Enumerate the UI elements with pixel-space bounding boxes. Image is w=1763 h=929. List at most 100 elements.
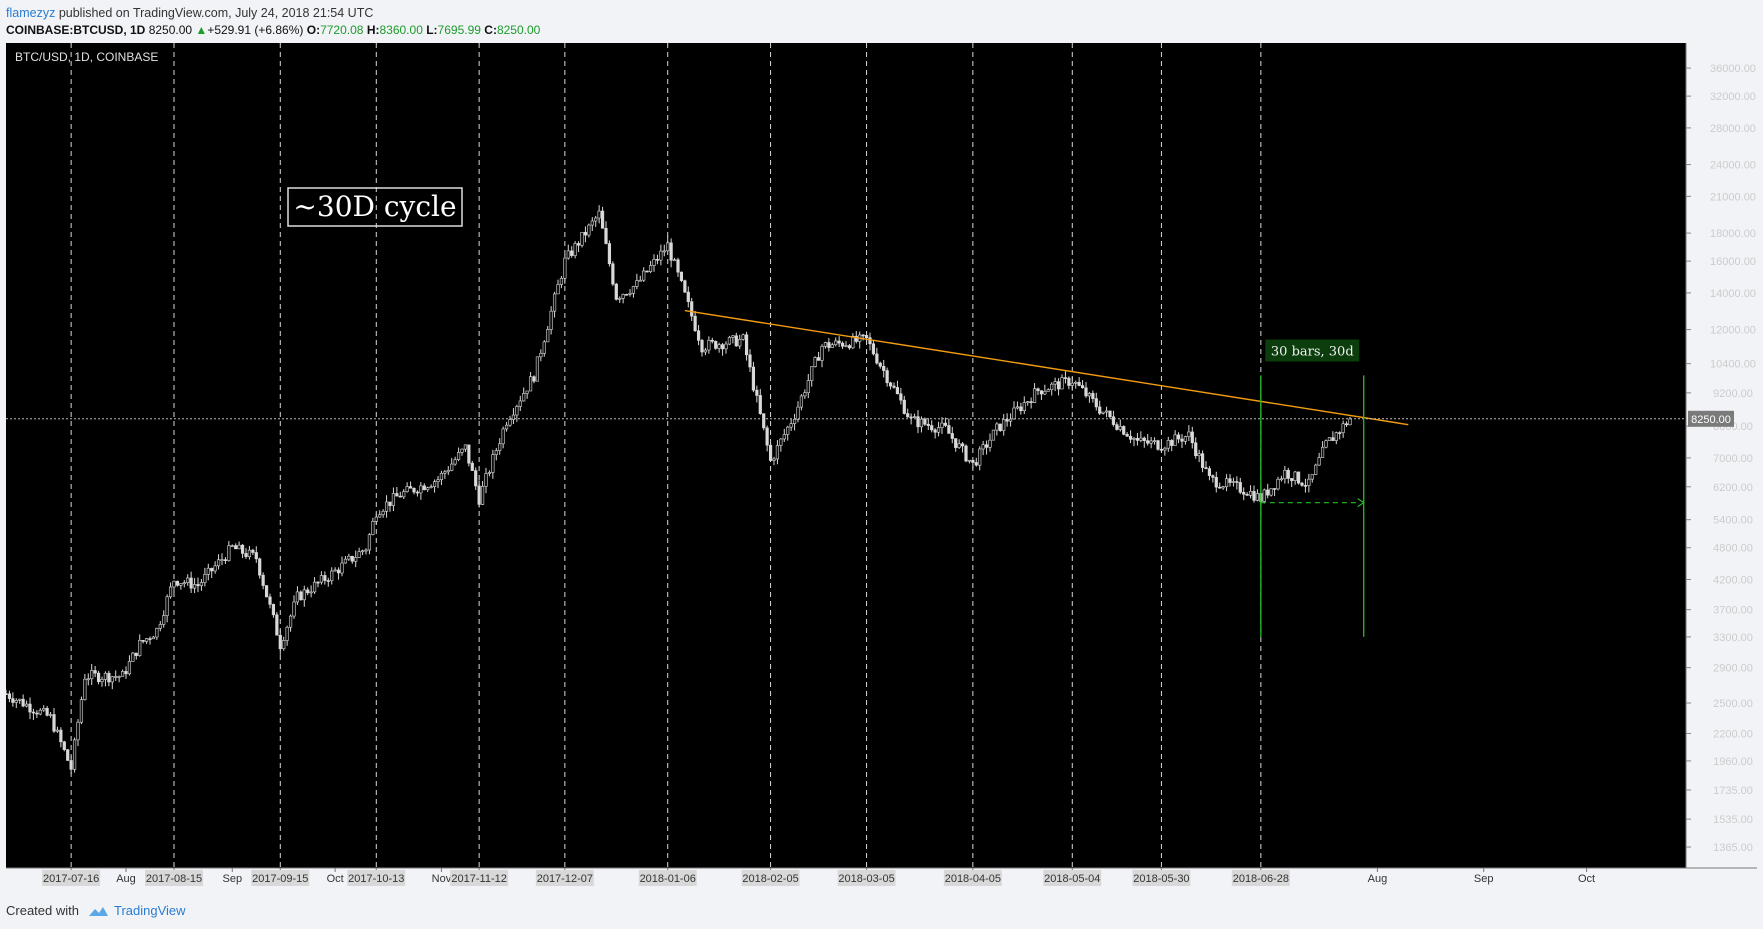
candle-body <box>614 283 618 300</box>
candle-body <box>1170 440 1174 446</box>
candle-body <box>210 567 214 572</box>
candle-body <box>35 712 39 715</box>
price-axis-label: 2200.00 <box>1713 728 1753 740</box>
candle-body <box>590 220 594 226</box>
candle-body <box>110 676 114 683</box>
candle-body <box>607 243 612 265</box>
candle-body <box>686 291 690 302</box>
candle-body <box>570 250 574 256</box>
candle-body <box>316 581 320 584</box>
candle-body <box>1022 402 1026 412</box>
candle-body <box>494 450 498 455</box>
candle-body <box>960 443 965 447</box>
candle-body <box>1252 491 1256 501</box>
candle-body <box>347 555 351 560</box>
candle-body <box>501 428 505 445</box>
price-axis-label: 1735.00 <box>1713 785 1753 797</box>
cycle-annotation-box[interactable] <box>287 187 463 227</box>
price-axis-label: 36000.00 <box>1710 63 1756 75</box>
candle-body <box>1142 437 1146 441</box>
candle-body <box>79 699 84 723</box>
cycle-annotation-text: ~30D cycle <box>293 190 456 223</box>
candle-body <box>1166 440 1170 449</box>
time-axis-label: 2017-08-15 <box>146 873 202 885</box>
candle-body <box>388 501 392 506</box>
candle-body <box>823 342 828 347</box>
candle-body <box>940 422 944 428</box>
candle-body <box>522 393 526 402</box>
candle-body <box>306 589 310 594</box>
candle-body <box>14 699 18 703</box>
time-axis-label: 2018-05-30 <box>1133 873 1189 885</box>
candle-body <box>933 429 937 433</box>
measure-label-box <box>1265 339 1360 362</box>
candle-body <box>100 679 104 683</box>
candle-body <box>923 418 927 425</box>
time-axis-label: 2017-09-15 <box>252 873 308 885</box>
candle-body <box>186 577 190 583</box>
candle-body <box>299 591 303 601</box>
candle-body <box>1173 434 1177 446</box>
candle-body <box>600 210 605 229</box>
plot-area[interactable] <box>6 43 1686 868</box>
candle-body <box>261 574 265 586</box>
candle-body <box>480 486 485 505</box>
candle-body <box>138 640 142 656</box>
price-chart[interactable]: 30 bars, 30d 36000.00 32000.00 28000.00 240… <box>6 43 1757 899</box>
candle-body <box>230 545 234 547</box>
candle-body <box>566 250 570 259</box>
candle-body <box>1283 469 1287 480</box>
candle-body <box>1207 468 1212 476</box>
time-axis-label: Oct <box>1578 873 1595 885</box>
candle-body <box>672 259 677 262</box>
candle-body <box>443 471 447 474</box>
candle-body <box>854 335 858 342</box>
tradingview-link-label: TradingView <box>113 903 186 918</box>
last-price-tag <box>1688 410 1734 427</box>
candle-body <box>285 626 289 641</box>
candle-body <box>69 760 73 770</box>
candle-body <box>734 335 738 347</box>
author-link[interactable]: flamezyz <box>6 6 56 20</box>
candle-body <box>1248 491 1253 496</box>
candle-body <box>1176 434 1181 440</box>
candle-body <box>744 334 749 356</box>
tradingview-link[interactable]: TradingView <box>87 903 186 918</box>
time-axis-label-box <box>42 870 101 886</box>
candle-body <box>991 429 996 441</box>
time-axis-label-box <box>1231 870 1290 886</box>
candle-body <box>1238 482 1242 493</box>
candle-body <box>583 231 588 236</box>
candle-body <box>1087 393 1092 397</box>
candle-body <box>1146 440 1150 444</box>
price-axis-label: 3700.00 <box>1713 605 1753 617</box>
candle-body <box>995 423 999 431</box>
candle-body <box>408 486 413 489</box>
candle-body <box>508 419 512 426</box>
candle-body <box>103 672 108 680</box>
candle-body <box>974 462 978 466</box>
price-axis-label: 9200.00 <box>1713 388 1753 400</box>
candle-body <box>861 334 865 337</box>
candle-body <box>1125 434 1129 437</box>
candle-body <box>628 293 632 295</box>
candle-body <box>700 340 704 353</box>
last-price: 8250.00 <box>148 23 193 37</box>
candle-body <box>573 243 577 256</box>
candle-body <box>199 582 204 587</box>
candle-body <box>31 711 36 714</box>
footer: Created with TradingView <box>6 903 186 918</box>
candle-body <box>1183 436 1188 442</box>
candle-body <box>343 558 348 564</box>
candle-body <box>364 549 368 552</box>
candle-body <box>330 570 334 582</box>
price-axis-label: 3300.00 <box>1713 632 1753 644</box>
time-axis-label: 2018-04-05 <box>945 873 1001 885</box>
candle-body <box>467 444 471 464</box>
candle-body <box>402 491 406 498</box>
created-with-text: Created with <box>6 903 79 918</box>
candle-body <box>278 634 282 650</box>
candle-body <box>21 698 25 707</box>
candle-body <box>1043 391 1047 395</box>
candle-body <box>1019 406 1023 412</box>
